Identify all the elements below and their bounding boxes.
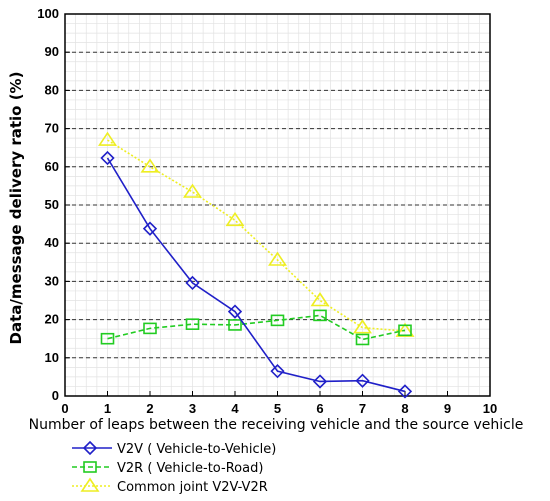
series-layer <box>98 131 415 399</box>
x-tick-label: 4 <box>231 401 239 416</box>
x-tick-label: 10 <box>483 401 497 416</box>
y-tick-label: 80 <box>45 82 59 97</box>
x-tick-label: 6 <box>316 401 323 416</box>
series-2-point <box>228 319 242 331</box>
series-2-point <box>270 314 285 327</box>
legend-label: V2V ( Vehicle-to-Vehicle) <box>117 442 276 457</box>
x-axis-ticks: 0 1 2 3 4 5 6 7 8 9 10 <box>61 391 497 416</box>
legend-label: V2R ( Vehicle-to-Road) <box>117 461 263 476</box>
series-2-point <box>143 322 157 335</box>
y-axis-ticks: 0 10 20 30 40 50 60 70 80 90 100 <box>37 6 70 403</box>
series-3-point <box>353 319 372 334</box>
major-gridlines <box>65 51 490 359</box>
legend-marker <box>83 461 97 473</box>
series-2-point <box>398 324 412 337</box>
legend-marker <box>80 477 100 492</box>
x-axis-label: Number of leaps between the receiving ve… <box>29 417 524 433</box>
y-tick-label: 100 <box>37 6 59 21</box>
x-tick-label: 0 <box>61 401 68 416</box>
series-3 <box>98 131 415 337</box>
series-3-point <box>225 211 245 227</box>
x-tick-label: 2 <box>146 401 153 416</box>
series-1-point <box>185 275 200 291</box>
y-tick-label: 0 <box>52 388 59 403</box>
series-3-line <box>107 139 406 332</box>
x-tick-label: 8 <box>401 401 408 416</box>
series-3-point <box>98 131 117 146</box>
series-1 <box>100 150 413 399</box>
series-1-point <box>227 304 243 319</box>
x-tick-label: 7 <box>359 401 366 416</box>
series-1-line <box>106 157 406 393</box>
y-tick-label: 20 <box>45 312 59 327</box>
series-2-point <box>185 318 200 330</box>
series-1-point <box>142 221 158 236</box>
series-3-point <box>268 251 287 266</box>
series-1-point <box>355 373 370 388</box>
y-tick-label: 70 <box>45 121 59 136</box>
x-tick-label: 1 <box>104 401 111 416</box>
y-tick-label: 50 <box>45 197 59 212</box>
series-2 <box>100 309 412 346</box>
series-3-point <box>310 292 330 307</box>
series-3-point <box>140 158 160 173</box>
series-1-point <box>100 150 115 166</box>
x-tick-label: 3 <box>189 401 196 416</box>
series-3-point <box>183 183 202 198</box>
legend-label: Common joint V2V-V2R <box>117 480 268 495</box>
legend: V2V ( Vehicle-to-Vehicle) V2R ( Vehicle-t… <box>72 440 276 495</box>
y-tick-label: 10 <box>45 350 59 365</box>
y-axis-label: Data/message delivery ratio (%) <box>7 72 25 345</box>
x-tick-label: 9 <box>444 401 451 416</box>
series-2-point <box>355 333 370 346</box>
x-tick-label: 5 <box>274 401 281 416</box>
series-2-point <box>100 332 115 345</box>
y-tick-label: 40 <box>45 235 59 250</box>
series-2-point <box>313 309 327 322</box>
y-tick-label: 90 <box>45 44 59 59</box>
series-1-point <box>397 384 413 399</box>
series-1-point <box>312 374 328 389</box>
series-1-point <box>270 364 285 379</box>
y-tick-label: 30 <box>45 273 59 288</box>
series-2-line <box>107 314 406 341</box>
y-tick-label: 60 <box>45 159 59 174</box>
legend-marker <box>82 440 98 456</box>
